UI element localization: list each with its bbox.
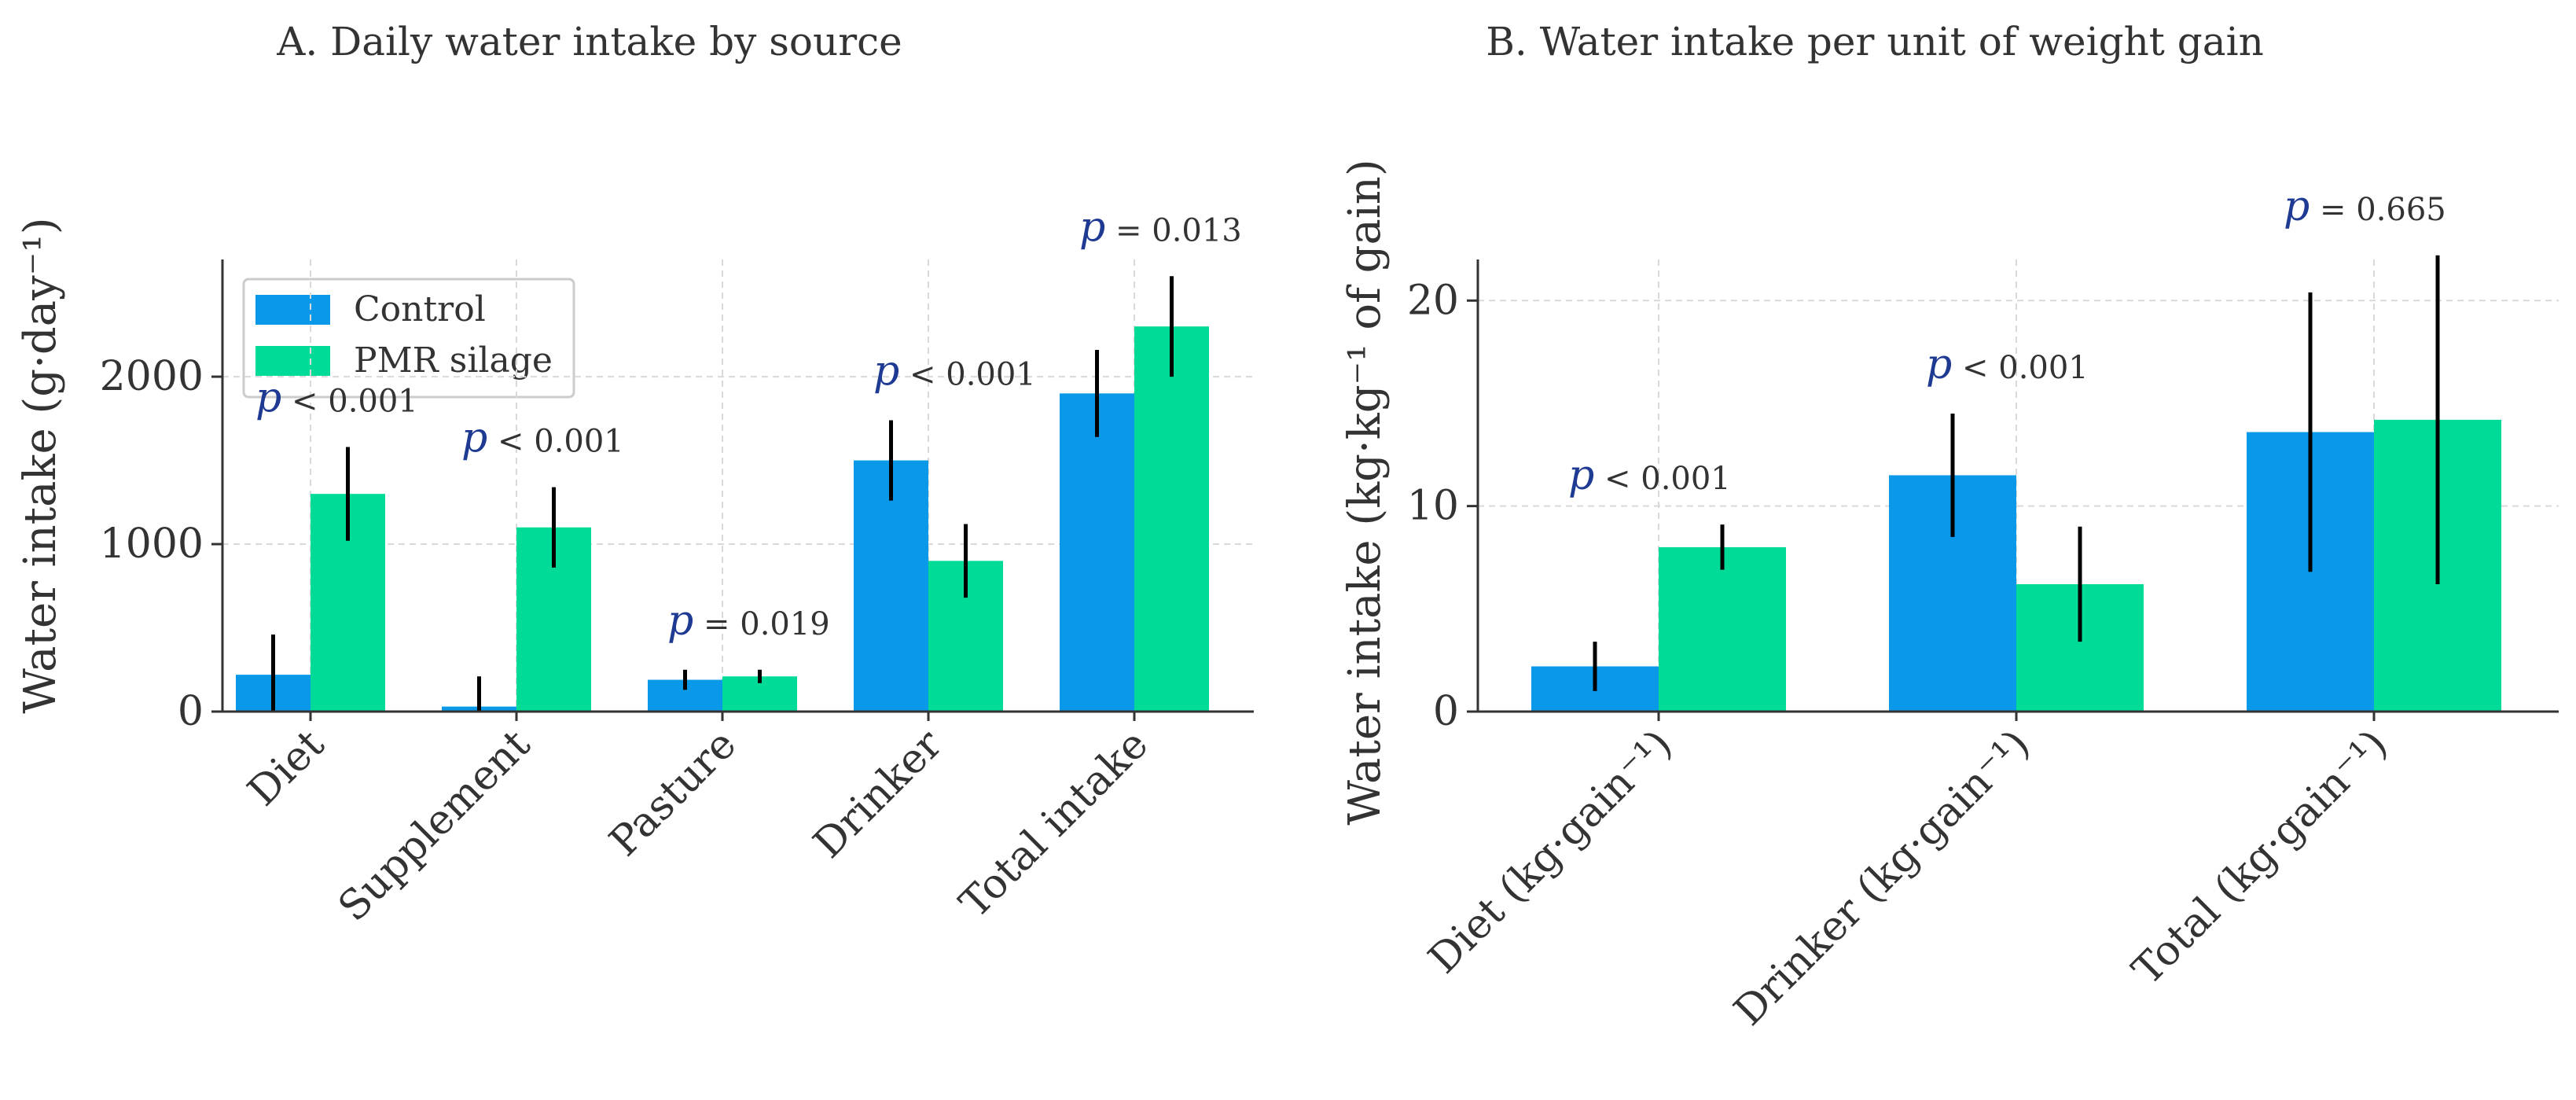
legend-label-pmr: PMR silage [354, 340, 553, 381]
p-value-annotation: p < 0.001 [255, 375, 418, 422]
x-tick-label: Diet (kg·gain⁻¹) [1420, 721, 1681, 983]
p-value-annotation: p < 0.001 [873, 348, 1036, 395]
legend-label-control: Control [354, 289, 486, 329]
y-tick-label: 0 [1433, 688, 1459, 735]
p-value-annotation: p = 0.013 [1079, 204, 1242, 251]
legend-swatch-control [255, 295, 330, 325]
x-tick-label: Drinker [805, 721, 952, 868]
bar-pmr [1134, 326, 1209, 712]
x-tick-label: Total intake [951, 721, 1158, 928]
y-tick-label: 2000 [100, 353, 204, 400]
p-value-annotation: p < 0.001 [1568, 452, 1731, 499]
panel-b-plot: 0 10 20 p < 0.001 p < 0.001 p = 0.665 Diet (kg… [1407, 183, 2559, 1035]
y-tick-label: 20 [1407, 277, 1459, 324]
x-tick-label: Pasture [601, 721, 745, 866]
panel-b-ylabel: Water intake (kg·kg⁻¹ of gain) [1339, 159, 1391, 825]
p-value-annotation: p < 0.001 [1926, 341, 2089, 388]
y-tick-label: 0 [178, 688, 204, 735]
panel-a-title: A. Daily water intake by source [276, 19, 902, 64]
x-tick-label: Drinker (kg·gain⁻¹) [1725, 721, 2039, 1035]
x-tick-label: Diet [239, 721, 333, 815]
panel-b-title: B. Water intake per unit of weight gain [1486, 19, 2264, 64]
legend: Control PMR silage [242, 278, 575, 399]
bar-control [1060, 393, 1134, 712]
p-value-annotation: p = 0.019 [667, 598, 830, 645]
bar-control [854, 460, 928, 712]
legend-swatch-pmr [255, 346, 330, 376]
panel-a-ylabel: Water intake (g·day⁻¹) [15, 217, 66, 713]
x-tick-label: Total (kg·gain⁻¹) [2124, 721, 2398, 995]
bar-pmr [1659, 546, 1786, 712]
x-tick-label: Supplement [329, 721, 539, 931]
y-tick-label: 1000 [100, 521, 204, 568]
y-tick-label: 10 [1407, 483, 1459, 530]
p-value-annotation: p = 0.665 [2284, 183, 2446, 230]
p-value-annotation: p < 0.001 [461, 415, 624, 462]
